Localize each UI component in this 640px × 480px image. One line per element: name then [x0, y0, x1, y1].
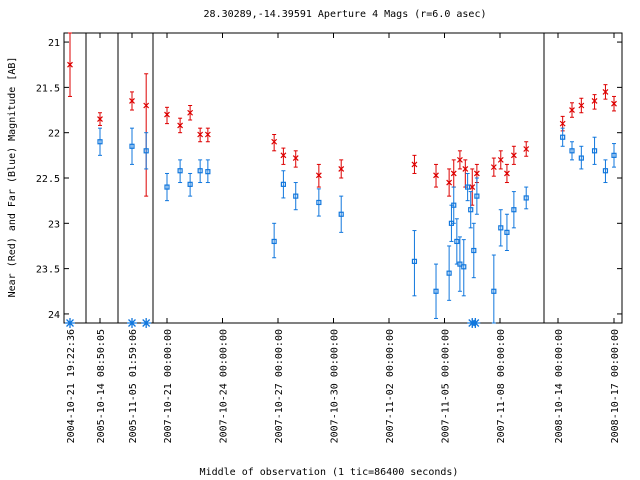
- y-tick-label: 24: [48, 310, 60, 321]
- x-tick-label: 2007-11-05 00:00:00: [441, 329, 452, 443]
- near-red-point: [469, 184, 476, 190]
- near-red-point: [280, 152, 287, 159]
- near-red-point: [591, 98, 598, 104]
- far-blue-point: [187, 181, 193, 187]
- far-blue-point: [457, 261, 463, 267]
- y-tick-label: 22.5: [36, 174, 60, 185]
- near-red-point: [569, 107, 575, 113]
- far-blue-point: [177, 168, 183, 174]
- far-blue-point: [293, 193, 299, 199]
- plot-area: 21 21.5 22 22.5 23 23.5 24 2004-10-21 19:22:36 2…: [36, 32, 623, 443]
- near-red-point: [450, 170, 457, 177]
- x-axis-title: Middle of observation (1 tic=86400 secon…: [200, 467, 459, 478]
- far-blue-point: [560, 134, 566, 140]
- x-tick-label: 2007-10-24 00:00:00: [219, 329, 230, 443]
- near-red-point: [315, 172, 322, 179]
- far-blue-point: [446, 270, 452, 276]
- y-tick-label: 21.5: [36, 83, 60, 94]
- y-tick-label: 23: [48, 219, 60, 230]
- far-blue-point: [197, 168, 203, 174]
- near-red-point: [411, 161, 418, 168]
- far-blue-point: [591, 148, 598, 154]
- near-red-point: [204, 131, 211, 138]
- far-blue-point: [491, 288, 497, 294]
- far-blue-point: [468, 207, 474, 213]
- far-blue-point: [511, 207, 517, 213]
- near-red-point: [164, 111, 170, 118]
- near-red-point: [271, 138, 278, 145]
- near-red-point: [433, 172, 439, 179]
- x-tick-label: 2007-10-30 00:00:00: [330, 329, 341, 443]
- near-red-point: [462, 166, 469, 172]
- y-tick-label: 22: [48, 129, 60, 140]
- far-blue-point: [523, 195, 529, 201]
- far-blue-point: [280, 181, 286, 187]
- far-blue-point: [97, 139, 103, 145]
- near-red-point: [611, 100, 617, 107]
- x-tick-label: 2005-11-05 01:59:06: [128, 329, 139, 443]
- near-red-point: [456, 156, 463, 163]
- far-blue-point: [498, 225, 504, 231]
- x-tick-label: 2007-10-27 00:00:00: [274, 329, 285, 443]
- far-blue-point: [471, 247, 477, 254]
- far-blue-point: [461, 264, 467, 270]
- near-red-point: [523, 146, 530, 152]
- far-blue-point: [569, 148, 575, 154]
- near-red-point: [510, 152, 517, 159]
- near-red-point: [490, 164, 497, 171]
- x-tick-label: 2008-10-17 00:00:00: [610, 329, 621, 443]
- far-blue-point: [602, 168, 609, 174]
- far-blue-point: [411, 258, 418, 264]
- far-blue-point: [271, 238, 277, 245]
- far-blue-point: [316, 199, 322, 206]
- far-blue-point: [454, 238, 460, 245]
- near-red-point: [187, 109, 194, 116]
- near-red-point: [197, 131, 204, 138]
- far-blue-point: [338, 211, 344, 217]
- near-red-point: [473, 170, 480, 177]
- near-red-point: [602, 88, 609, 95]
- near-red-point: [504, 170, 510, 177]
- near-red-point: [143, 102, 150, 109]
- near-red-point: [292, 155, 299, 161]
- far-blue-point: [611, 152, 617, 158]
- chart-title: 28.30289,-14.39591 Aperture 4 Mags (r=6.…: [204, 9, 487, 20]
- near-red-point: [338, 166, 345, 172]
- far-blue-point: [164, 184, 170, 190]
- x-tick-label: 2007-10-21 00:00:00: [163, 329, 174, 443]
- near-red-point: [177, 122, 184, 129]
- near-red-point: [67, 61, 73, 68]
- y-axis-title: Near (Red) and Far (Blue) Magnitude [AB]: [7, 57, 18, 298]
- near-red-point: [129, 98, 135, 104]
- far-blue-point: [474, 193, 480, 199]
- near-red-point: [578, 102, 585, 109]
- x-tick-label: 2007-11-02 00:00:00: [385, 329, 396, 443]
- far-blue-point: [465, 184, 471, 190]
- far-blue-point: [143, 148, 149, 154]
- near-red-point: [446, 179, 453, 186]
- far-blue-point: [504, 229, 510, 235]
- limit-marker: [470, 318, 481, 328]
- x-tick-label: 2008-10-14 00:00:00: [554, 329, 565, 443]
- x-tick-label: 2007-11-08 00:00:00: [496, 329, 507, 443]
- far-blue-point: [433, 288, 439, 294]
- limit-marker: [127, 318, 137, 328]
- far-blue-point: [451, 202, 457, 208]
- near-red-point: [497, 156, 504, 163]
- y-tick-label: 21: [48, 38, 60, 49]
- near-red-point: [559, 120, 566, 127]
- far-blue-point: [578, 155, 584, 161]
- far-blue-point: [205, 169, 211, 175]
- limit-marker: [141, 318, 152, 328]
- near-red-point: [97, 116, 103, 123]
- x-tick-label: 2005-10-14 08:50:05: [96, 329, 107, 443]
- far-blue-point: [129, 143, 135, 149]
- y-tick-label: 23.5: [36, 265, 60, 276]
- x-tick-label: 2004-10-21 19:22:36: [66, 329, 77, 443]
- limit-marker: [65, 318, 75, 328]
